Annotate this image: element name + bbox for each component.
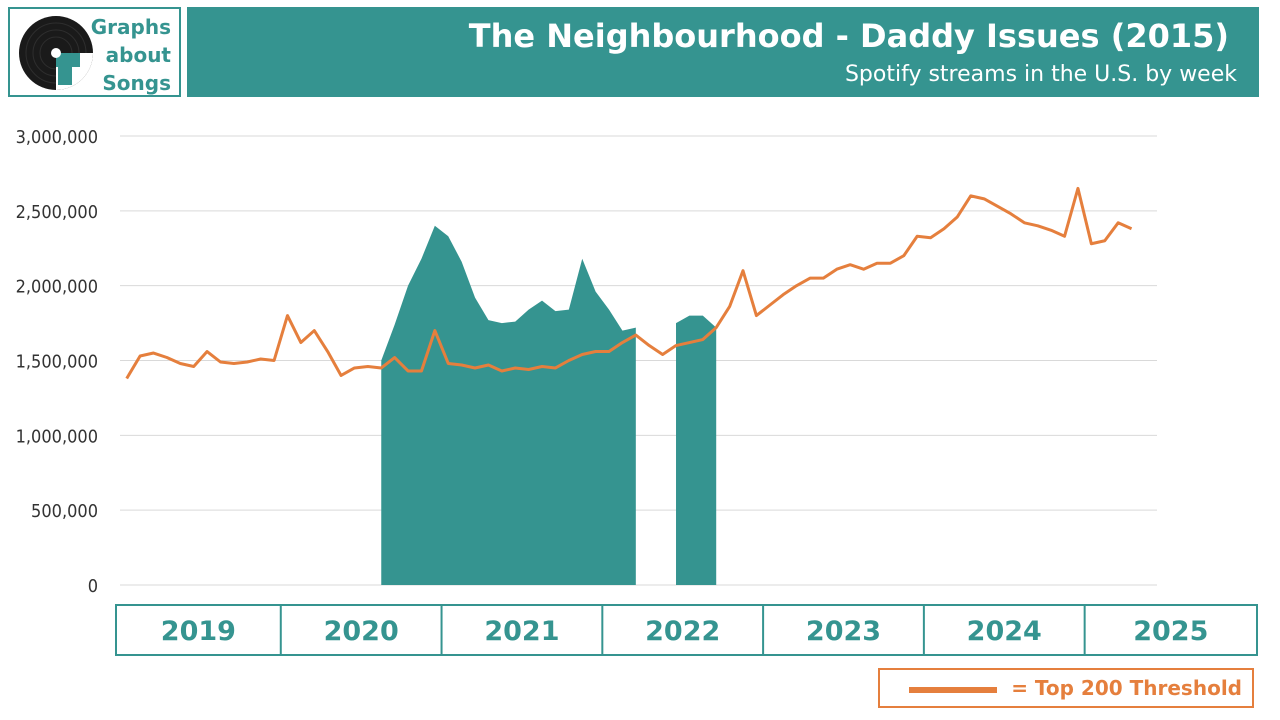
x-year-label: 2025 <box>1133 616 1208 647</box>
logo-text-line-3: Songs <box>102 71 171 95</box>
chart-title: The Neighbourhood - Daddy Issues (2015) <box>468 17 1229 55</box>
x-year-label: 2022 <box>645 616 720 647</box>
logo-text-line-1: Graphs <box>90 15 171 39</box>
y-tick-label: 2,500,000 <box>16 202 98 223</box>
y-tick-label: 3,000,000 <box>16 127 98 148</box>
header-banner: The Neighbourhood - Daddy Issues (2015) … <box>187 7 1259 97</box>
vinyl-record-icon <box>19 16 93 90</box>
x-year-label: 2024 <box>967 616 1042 647</box>
streams-area <box>381 225 636 586</box>
legend-label: = Top 200 Threshold <box>1011 676 1242 700</box>
y-tick-label: 1,000,000 <box>16 426 98 447</box>
y-tick-label: 500,000 <box>31 501 98 522</box>
chart-subtitle: Spotify streams in the U.S. by week <box>844 62 1237 87</box>
x-year-label: 2023 <box>806 616 881 647</box>
logo: Graphs about Songs <box>8 7 181 97</box>
x-year-label: 2019 <box>161 616 236 647</box>
year-band <box>115 604 1258 656</box>
legend: = Top 200 Threshold <box>878 668 1254 708</box>
x-year-label: 2021 <box>484 616 559 647</box>
x-year-label: 2020 <box>324 616 399 647</box>
streams-area <box>676 315 717 585</box>
logo-text-line-2: about <box>105 43 171 67</box>
threshold-line <box>125 186 1133 380</box>
y-tick-label: 0 <box>88 576 98 597</box>
y-tick-label: 1,500,000 <box>16 352 98 373</box>
y-tick-label: 2,000,000 <box>16 277 98 298</box>
legend-line-swatch <box>909 687 997 693</box>
